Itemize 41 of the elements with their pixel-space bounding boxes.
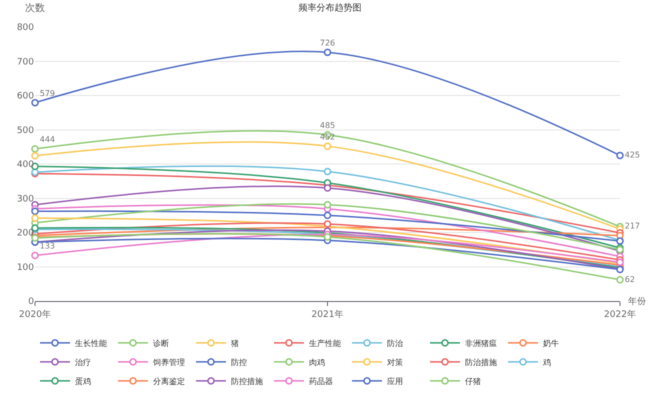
data-label: 444 bbox=[40, 135, 56, 144]
legend-label: 非洲猪瘟 bbox=[465, 339, 497, 348]
data-label: 133 bbox=[40, 242, 56, 251]
legend-label: 药品器 bbox=[309, 377, 333, 386]
legend-label: 仔猪 bbox=[465, 377, 481, 386]
data-label: 579 bbox=[40, 88, 56, 98]
legend-label: 防控措施 bbox=[231, 377, 263, 386]
legend-label: 应用 bbox=[387, 377, 403, 386]
data-label: 62 bbox=[624, 274, 635, 284]
x-tick-label: 2022年 bbox=[604, 308, 636, 320]
x-tick-label: 2020年 bbox=[19, 308, 51, 320]
legend-label: 鸡 bbox=[542, 358, 551, 368]
legend-label: 防控 bbox=[231, 358, 247, 368]
legend-label: 饲养管理 bbox=[152, 358, 185, 368]
y-tick-label: 800 bbox=[16, 23, 34, 34]
y-axis-title: 次数 bbox=[25, 3, 45, 14]
y-tick-label: 300 bbox=[16, 194, 34, 204]
legend-label: 防治措施 bbox=[465, 358, 497, 368]
legend-label: 对策 bbox=[387, 358, 403, 368]
chart-title: 频率分布趋势图 bbox=[298, 2, 362, 14]
data-label: 217 bbox=[624, 222, 640, 231]
x-axis-title: 年份 bbox=[628, 296, 646, 307]
x-tick-label: 2021年 bbox=[312, 308, 344, 320]
legend-label: 猪 bbox=[231, 339, 239, 348]
legend-label: 肉鸡 bbox=[309, 358, 325, 368]
legend-label: 奶牛 bbox=[543, 339, 559, 348]
data-label: 425 bbox=[624, 150, 640, 160]
legend-label: 分离鉴定 bbox=[153, 377, 185, 386]
data-label: 726 bbox=[320, 38, 336, 48]
y-tick-label: 100 bbox=[16, 262, 34, 273]
y-tick-label: 600 bbox=[16, 92, 34, 102]
legend-label: 治疗 bbox=[75, 358, 91, 368]
legend-label: 生产性能 bbox=[309, 339, 341, 348]
legend-label: 诊断 bbox=[153, 339, 169, 348]
legend-label: 生长性能 bbox=[75, 339, 107, 348]
legend-label: 蛋鸡 bbox=[75, 377, 91, 386]
legend-label: 防治 bbox=[387, 339, 403, 348]
y-tick-label: 700 bbox=[16, 57, 34, 68]
y-tick-label: 0 bbox=[28, 297, 34, 308]
y-tick-label: 500 bbox=[16, 126, 34, 136]
data-label: 485 bbox=[320, 121, 336, 130]
